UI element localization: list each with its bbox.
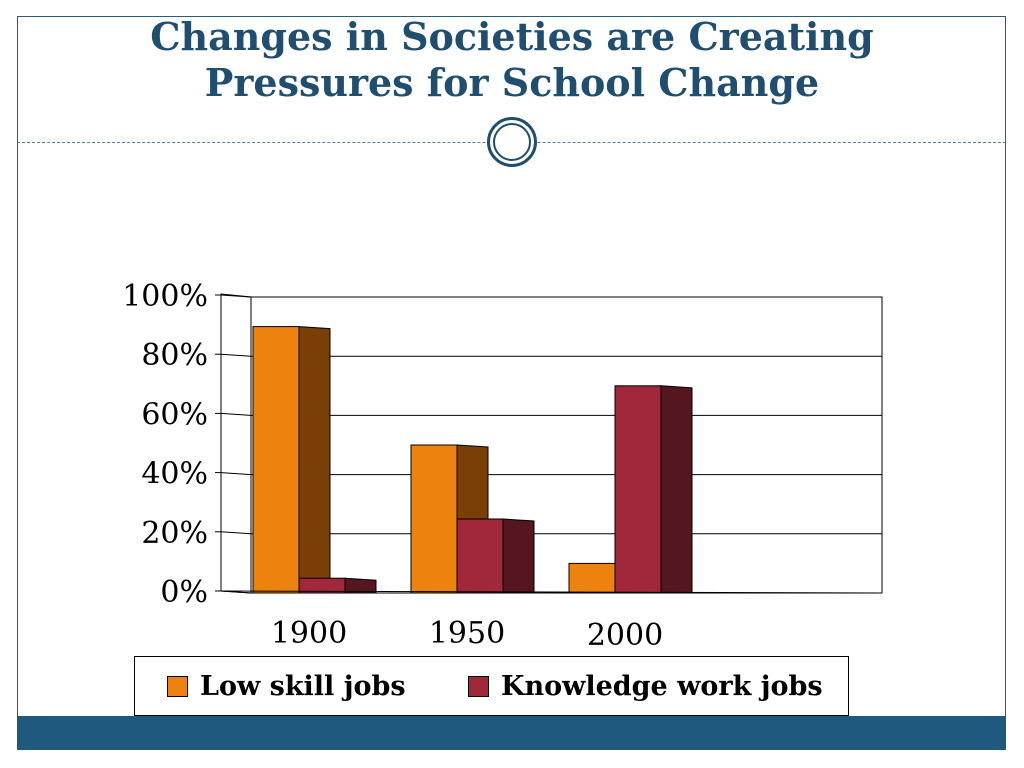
- legend-label-knowledge-work: Knowledge work jobs: [501, 670, 823, 702]
- y-tick-label: 100%: [122, 279, 208, 314]
- bar-low-skill-1950: [410, 444, 458, 594]
- slide-title-line-1: Changes in Societies are Creating: [150, 14, 874, 59]
- x-tick-label: 2000: [587, 618, 663, 653]
- wall-gridline: [220, 412, 252, 416]
- legend-item-low-skill: Low skill jobs: [167, 670, 406, 702]
- plot-floor-line: [220, 590, 883, 594]
- slide-title: Changes in Societies are Creating Pressu…: [0, 14, 1024, 106]
- bar-low-skill-2000: [568, 562, 616, 594]
- wall-gridline: [220, 531, 252, 535]
- wall-gridline: [220, 472, 252, 476]
- footer-bar: [17, 716, 1006, 750]
- bar-low-skill-1900: [252, 326, 300, 594]
- bar-knowledge-work-1950: [456, 518, 504, 594]
- bar-knowledge-work-1900: [298, 577, 346, 594]
- plot-side-wall: [220, 293, 252, 594]
- chart-legend: Low skill jobs Knowledge work jobs: [134, 656, 849, 716]
- legend-label-low-skill: Low skill jobs: [200, 670, 406, 702]
- bar-side-knowledge-work-2000: [660, 385, 693, 594]
- wall-gridline: [220, 294, 252, 298]
- bar-side-low-skill-1900: [298, 326, 331, 594]
- y-tick-label: 20%: [141, 516, 208, 551]
- slide-title-line-2: Pressures for School Change: [204, 60, 820, 105]
- bar-side-knowledge-work-1900: [344, 577, 377, 594]
- legend-item-knowledge-work: Knowledge work jobs: [468, 670, 823, 702]
- bar-knowledge-work-2000: [614, 385, 662, 594]
- wall-gridline: [220, 353, 252, 357]
- legend-swatch-knowledge-work: [468, 675, 489, 697]
- bar-side-knowledge-work-1950: [502, 518, 535, 594]
- y-tick-label: 40%: [141, 457, 208, 492]
- divider-ornament-inner-ring: [493, 123, 531, 161]
- y-tick-label: 0%: [160, 575, 208, 610]
- legend-swatch-low-skill: [167, 675, 188, 697]
- plot-area: [250, 296, 883, 594]
- x-tick-label: 1900: [271, 616, 347, 651]
- y-tick-label: 60%: [141, 397, 208, 432]
- x-tick-label: 1950: [429, 616, 505, 651]
- y-tick-label: 80%: [141, 338, 208, 373]
